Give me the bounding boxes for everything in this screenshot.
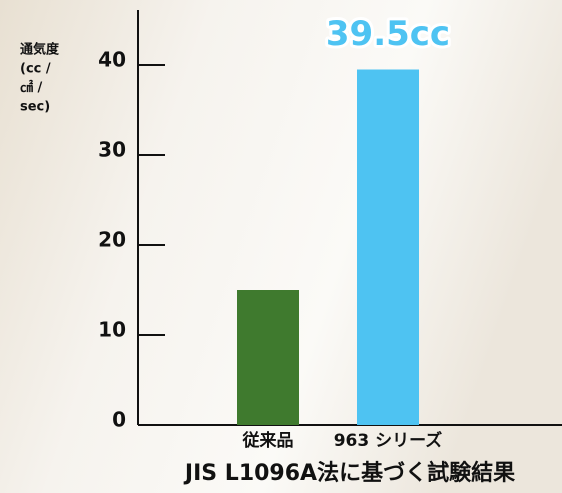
footnote: JIS L1096A法に基づく試験結果 [183,460,515,486]
y-axis-label: 通気度 [20,42,60,58]
value-label: 39.5cc [326,14,450,54]
bar [237,290,299,425]
y-tick-label: 30 [98,138,126,162]
y-tick-label: 0 [112,408,126,432]
y-axis-label: ㎠ / [20,80,43,96]
y-tick-label: 40 [98,48,126,72]
x-tick-label: 従来品 [242,430,294,451]
bar [357,69,419,425]
y-tick-label: 10 [98,318,126,342]
y-axis-label: sec) [20,100,50,115]
y-tick-label: 20 [98,228,126,252]
y-axis-label: (cc / [20,62,51,77]
x-tick-label: 963 シリーズ [334,430,443,451]
